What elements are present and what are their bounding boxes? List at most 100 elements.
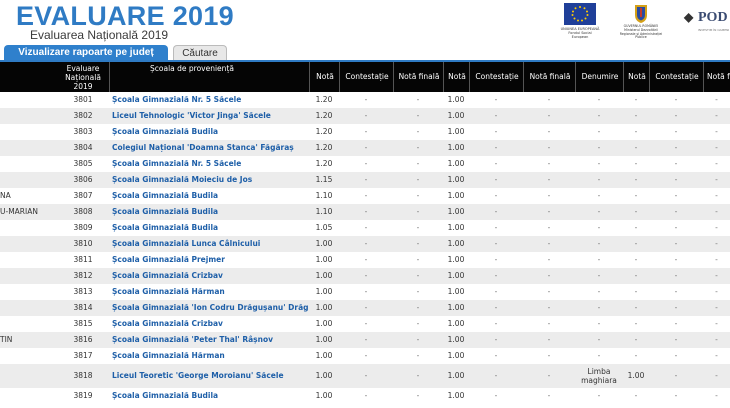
- candidate-name-cell: NA: [0, 191, 11, 200]
- contestatie-1-cell: -: [364, 223, 368, 232]
- tab-judet-reports[interactable]: Vizualizare rapoarte pe județ: [4, 45, 168, 60]
- nota-finala-2-cell: -: [547, 143, 551, 152]
- nota-finala-1-cell: -: [416, 159, 420, 168]
- candidate-name-cell: TIN: [0, 335, 13, 344]
- nota-4-cell: -: [715, 223, 718, 232]
- nota-1-cell: 1.20: [315, 143, 333, 152]
- evaluation-code-cell: 3810: [73, 239, 93, 248]
- school-link[interactable]: Școala Gimnazială Crizbav: [112, 271, 223, 280]
- nota-1-cell: 1.10: [315, 207, 333, 216]
- evaluation-code-cell: 3817: [73, 351, 93, 360]
- nota-2-cell: 1.00: [447, 191, 465, 200]
- nota-2-cell: 1.00: [447, 127, 465, 136]
- nota-finala-2-cell: -: [547, 127, 551, 136]
- nota-1-cell: 1.15: [315, 175, 333, 184]
- nota-finala-1-cell: -: [416, 351, 420, 360]
- nota-3-cell: -: [634, 271, 638, 280]
- nota-finala-2-cell: -: [547, 175, 551, 184]
- school-link[interactable]: Școala Gimnazială Budila: [112, 191, 219, 200]
- candidate-name-cell: [0, 140, 56, 156]
- nota-1-cell: 1.00: [315, 255, 333, 264]
- nota-finala-1-cell: -: [416, 239, 420, 248]
- table-row: 3813 Școala Gimnazială Hărman 1.00 - - 1.00 - -…: [0, 284, 730, 300]
- denumire-cell: -: [597, 335, 601, 344]
- table-row: U-MARIAN 3808 Școala Gimnazială Budila 1.10…: [0, 204, 730, 220]
- table-row: NA 3807 Școala Gimnazială Budila 1.10 - - 1.00…: [0, 188, 730, 204]
- nota-3-cell: -: [634, 127, 638, 136]
- nota-finala-2-cell: -: [547, 223, 551, 232]
- contestatie-3-cell: -: [674, 371, 678, 380]
- nota-finala-1-cell: -: [416, 371, 420, 380]
- pod-logo-tagline: INVESTIM ÎN OAMENI: [698, 28, 730, 32]
- school-link[interactable]: Școala Gimnazială Budila: [112, 127, 219, 136]
- candidate-name-cell: [0, 220, 56, 236]
- contestatie-1-cell: -: [364, 175, 368, 184]
- table-row: 3804 Colegiul Național 'Doamna Stanca' Fă…: [0, 140, 730, 156]
- nota-3-cell: -: [634, 95, 638, 104]
- nota-2-cell: 1.00: [447, 271, 465, 280]
- school-link[interactable]: Colegiul Național 'Doamna Stanca' Făgăra…: [112, 143, 294, 152]
- school-link[interactable]: Școala Gimnazială Nr. 5 Săcele: [112, 95, 242, 104]
- nota-3-cell: -: [634, 351, 638, 360]
- school-link[interactable]: Liceul Teoretic 'George Moroianu' Săcele: [112, 371, 284, 380]
- candidate-name-cell: [0, 92, 56, 108]
- nota-1-cell: 1.20: [315, 95, 333, 104]
- page-title: EVALUARE 2019: [16, 1, 234, 31]
- denumire-cell: Limba maghiara: [581, 367, 617, 385]
- contestatie-3-cell: -: [674, 223, 678, 232]
- nota-1-cell: 1.00: [315, 319, 333, 328]
- nota-1-cell: 1.00: [315, 351, 333, 360]
- contestatie-1-cell: -: [364, 287, 368, 296]
- nota-4-cell: -: [715, 371, 718, 380]
- nota-3-cell: -: [634, 223, 638, 232]
- contestatie-2-cell: -: [494, 391, 498, 400]
- table-row: 3805 Școala Gimnazială Nr. 5 Săcele 1.20 - -…: [0, 156, 730, 172]
- denumire-cell: -: [597, 255, 601, 264]
- school-link[interactable]: Școala Gimnazială 'Ion Codru Drăgușanu' …: [112, 303, 309, 312]
- nota-2-cell: 1.00: [447, 255, 465, 264]
- denumire-cell: -: [597, 111, 601, 120]
- denumire-cell: -: [597, 191, 601, 200]
- school-link[interactable]: Școala Gimnazială Hărman: [112, 287, 225, 296]
- contestatie-3-cell: -: [674, 287, 678, 296]
- denumire-cell: -: [597, 127, 601, 136]
- nota-2-cell: 1.00: [447, 223, 465, 232]
- nota-2-cell: 1.00: [447, 95, 465, 104]
- school-link[interactable]: Școala Gimnazială Hărman: [112, 351, 225, 360]
- evaluation-code-cell: 3818: [73, 371, 93, 380]
- nota-finala-1-cell: -: [416, 143, 420, 152]
- school-link[interactable]: Școala Gimnazială Crizbav: [112, 319, 223, 328]
- contestatie-1-cell: -: [364, 335, 368, 344]
- contestatie-3-cell: -: [674, 207, 678, 216]
- contestatie-2-cell: -: [494, 287, 498, 296]
- nota-finala-1-cell: -: [416, 95, 420, 104]
- table-row: 3810 Școala Gimnazială Lunca Câlnicului 1.…: [0, 236, 730, 252]
- school-link[interactable]: Școala Gimnazială Nr. 5 Săcele: [112, 159, 242, 168]
- school-link[interactable]: Școala Gimnazială Budila: [112, 391, 219, 400]
- nota-finala-1-cell: -: [416, 319, 420, 328]
- school-link[interactable]: Școala Gimnazială Moieciu de Jos: [112, 175, 253, 184]
- nota-finala-1-cell: -: [416, 271, 420, 280]
- school-link[interactable]: Școala Gimnazială Budila: [112, 207, 219, 216]
- denumire-cell: -: [597, 239, 601, 248]
- table-row: 3802 Liceul Tehnologic 'Victor Jinga' Săc…: [0, 108, 730, 124]
- col-header-nota-4: Notă f: [703, 62, 730, 92]
- contestatie-2-cell: -: [494, 95, 498, 104]
- nota-3-cell: -: [634, 111, 638, 120]
- denumire-cell: -: [597, 143, 601, 152]
- nota-finala-1-cell: -: [416, 191, 420, 200]
- nota-finala-2-cell: -: [547, 287, 551, 296]
- nota-finala-2-cell: -: [547, 351, 551, 360]
- romania-crest-icon: [634, 3, 648, 23]
- nota-finala-1-cell: -: [416, 175, 420, 184]
- denumire-cell: -: [597, 287, 601, 296]
- tab-search[interactable]: Căutare: [173, 45, 227, 60]
- school-link[interactable]: Liceul Tehnologic 'Victor Jinga' Săcele: [112, 111, 271, 120]
- school-link[interactable]: Școala Gimnazială Prejmer: [112, 255, 225, 264]
- school-link[interactable]: Școala Gimnazială Budila: [112, 223, 219, 232]
- school-link[interactable]: Școala Gimnazială Lunca Câlnicului: [112, 239, 261, 248]
- nota-4-cell: -: [715, 287, 718, 296]
- school-link[interactable]: Școala Gimnazială 'Peter Thal' Râșnov: [112, 335, 274, 344]
- denumire-cell: -: [597, 95, 601, 104]
- contestatie-1-cell: -: [364, 371, 368, 380]
